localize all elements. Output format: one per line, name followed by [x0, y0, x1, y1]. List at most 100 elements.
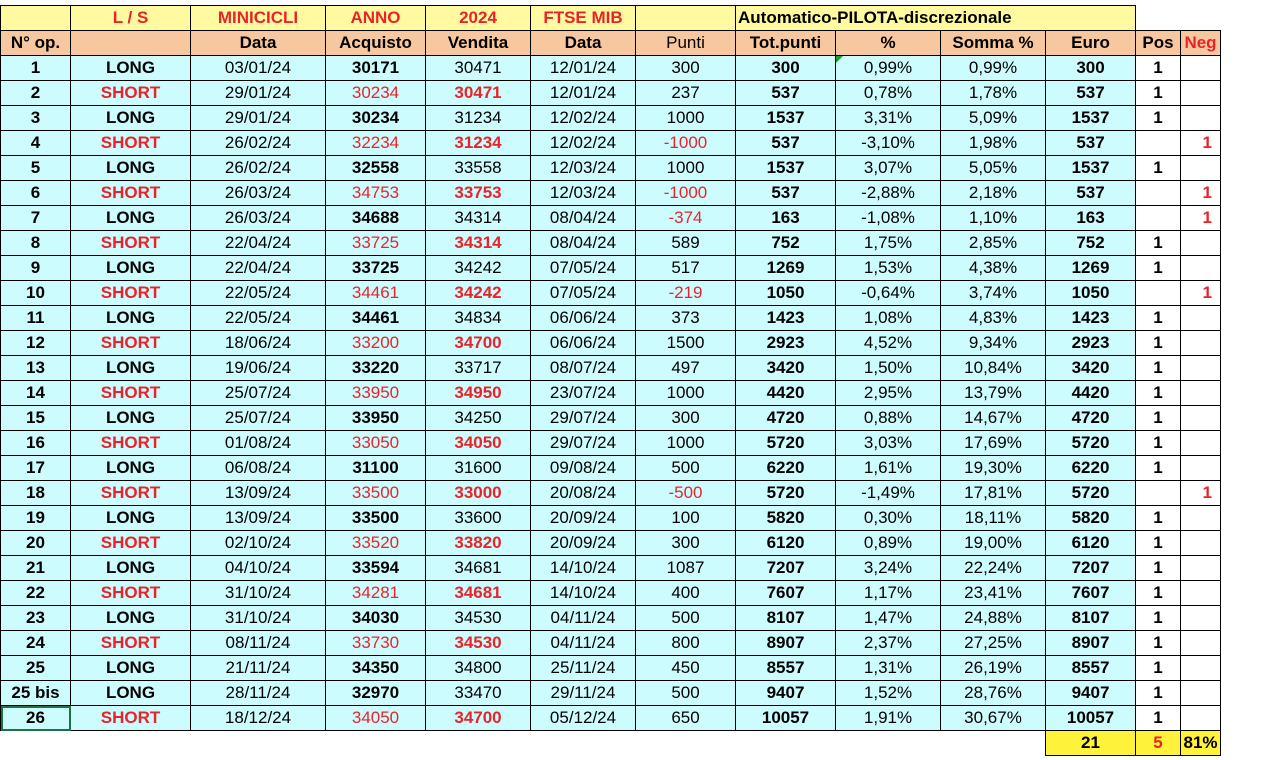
pct-cell[interactable]: -1,49%	[835, 480, 941, 506]
ls-cell[interactable]: LONG	[70, 105, 191, 131]
acquisto-cell[interactable]: 30171	[325, 55, 426, 81]
empty-cell[interactable]	[190, 730, 326, 756]
vendita-cell[interactable]: 34530	[425, 605, 531, 631]
euro-cell[interactable]: 5720	[1045, 430, 1136, 456]
pct-cell[interactable]: -3,10%	[835, 130, 941, 156]
euro-cell[interactable]: 8907	[1045, 630, 1136, 656]
op-cell[interactable]: 1	[0, 55, 71, 81]
somma-cell[interactable]: 5,09%	[940, 105, 1046, 131]
header-ls-blank[interactable]	[70, 30, 191, 56]
date-cell[interactable]: 26/03/24	[190, 180, 326, 206]
pos-cell[interactable]: 1	[1135, 405, 1181, 431]
euro-cell[interactable]: 537	[1045, 80, 1136, 106]
punti-cell[interactable]: 300	[635, 405, 736, 431]
somma-cell[interactable]: 17,81%	[940, 480, 1046, 506]
empty-cell[interactable]	[530, 730, 636, 756]
op-cell[interactable]: 6	[0, 180, 71, 206]
pct-cell[interactable]: 0,99%	[835, 55, 941, 81]
pos-cell[interactable]: 1	[1135, 580, 1181, 606]
date-cell[interactable]: 22/05/24	[190, 280, 326, 306]
neg-cell[interactable]: 1	[1180, 180, 1221, 206]
date2-cell[interactable]: 12/03/24	[530, 155, 636, 181]
op-cell[interactable]: 18	[0, 480, 71, 506]
vendita-cell[interactable]: 34314	[425, 205, 531, 231]
euro-cell[interactable]: 6120	[1045, 530, 1136, 556]
pct-cell[interactable]: 1,53%	[835, 255, 941, 281]
vendita-cell[interactable]: 34314	[425, 230, 531, 256]
somma-cell[interactable]: 5,05%	[940, 155, 1046, 181]
header-pct[interactable]: %	[835, 30, 941, 56]
tot-cell[interactable]: 1423	[735, 305, 836, 331]
acquisto-cell[interactable]: 31100	[325, 455, 426, 481]
punti-cell[interactable]: 373	[635, 305, 736, 331]
header-op[interactable]: N° op.	[0, 30, 71, 56]
vendita-cell[interactable]: 33717	[425, 355, 531, 381]
date2-cell[interactable]: 05/12/24	[530, 705, 636, 731]
ls-cell[interactable]: LONG	[70, 355, 191, 381]
pct-cell[interactable]: 1,52%	[835, 680, 941, 706]
date2-cell[interactable]: 12/03/24	[530, 180, 636, 206]
date-cell[interactable]: 08/11/24	[190, 630, 326, 656]
tot-cell[interactable]: 1269	[735, 255, 836, 281]
tot-cell[interactable]: 7207	[735, 555, 836, 581]
date-cell[interactable]: 06/08/24	[190, 455, 326, 481]
op-cell[interactable]: 21	[0, 555, 71, 581]
pos-cell[interactable]	[1135, 280, 1181, 306]
neg-cell[interactable]	[1180, 630, 1221, 656]
tot-cell[interactable]: 5720	[735, 480, 836, 506]
vendita-cell[interactable]: 34530	[425, 630, 531, 656]
acquisto-cell[interactable]: 33950	[325, 405, 426, 431]
op-cell[interactable]: 26	[0, 705, 71, 731]
punti-cell[interactable]: 1500	[635, 330, 736, 356]
acquisto-cell[interactable]: 33730	[325, 630, 426, 656]
op-cell[interactable]: 7	[0, 205, 71, 231]
pos-cell[interactable]	[1135, 480, 1181, 506]
pct-cell[interactable]: 1,50%	[835, 355, 941, 381]
op-cell[interactable]: 11	[0, 305, 71, 331]
pct-cell[interactable]: 3,24%	[835, 555, 941, 581]
punti-cell[interactable]: 500	[635, 605, 736, 631]
date2-cell[interactable]: 25/11/24	[530, 655, 636, 681]
somma-cell[interactable]: 28,76%	[940, 680, 1046, 706]
ls-cell[interactable]: LONG	[70, 680, 191, 706]
euro-cell[interactable]: 5720	[1045, 480, 1136, 506]
date-cell[interactable]: 22/04/24	[190, 230, 326, 256]
date2-cell[interactable]: 29/07/24	[530, 430, 636, 456]
ls-cell[interactable]: LONG	[70, 155, 191, 181]
acquisto-cell[interactable]: 33594	[325, 555, 426, 581]
pct-cell[interactable]: -2,88%	[835, 180, 941, 206]
acquisto-cell[interactable]: 34753	[325, 180, 426, 206]
date2-cell[interactable]: 04/11/24	[530, 605, 636, 631]
somma-cell[interactable]: 2,85%	[940, 230, 1046, 256]
punti-cell[interactable]: 650	[635, 705, 736, 731]
acquisto-cell[interactable]: 33220	[325, 355, 426, 381]
acquisto-cell[interactable]: 34050	[325, 705, 426, 731]
date2-cell[interactable]: 12/01/24	[530, 55, 636, 81]
header-somma[interactable]: Somma %	[940, 30, 1046, 56]
empty-cell[interactable]	[940, 730, 1046, 756]
acquisto-cell[interactable]: 33200	[325, 330, 426, 356]
euro-cell[interactable]: 537	[1045, 130, 1136, 156]
acquisto-cell[interactable]: 32558	[325, 155, 426, 181]
ls-cell[interactable]: LONG	[70, 55, 191, 81]
pct-cell[interactable]: 3,07%	[835, 155, 941, 181]
total-pos-cell[interactable]: 21	[1045, 730, 1136, 756]
header-punti[interactable]: Punti	[635, 30, 736, 56]
punti-cell[interactable]: 100	[635, 505, 736, 531]
pos-cell[interactable]: 1	[1135, 105, 1181, 131]
tot-cell[interactable]: 537	[735, 180, 836, 206]
tot-cell[interactable]: 8557	[735, 655, 836, 681]
empty-cell[interactable]	[635, 730, 736, 756]
vendita-cell[interactable]: 31600	[425, 455, 531, 481]
op-cell[interactable]: 14	[0, 380, 71, 406]
ls-cell[interactable]: SHORT	[70, 380, 191, 406]
tot-cell[interactable]: 10057	[735, 705, 836, 731]
op-cell[interactable]: 15	[0, 405, 71, 431]
punti-cell[interactable]: 1000	[635, 380, 736, 406]
somma-cell[interactable]: 30,67%	[940, 705, 1046, 731]
euro-cell[interactable]: 10057	[1045, 705, 1136, 731]
euro-cell[interactable]: 537	[1045, 180, 1136, 206]
neg-cell[interactable]	[1180, 55, 1221, 81]
ls-cell[interactable]: LONG	[70, 405, 191, 431]
date-cell[interactable]: 31/10/24	[190, 605, 326, 631]
